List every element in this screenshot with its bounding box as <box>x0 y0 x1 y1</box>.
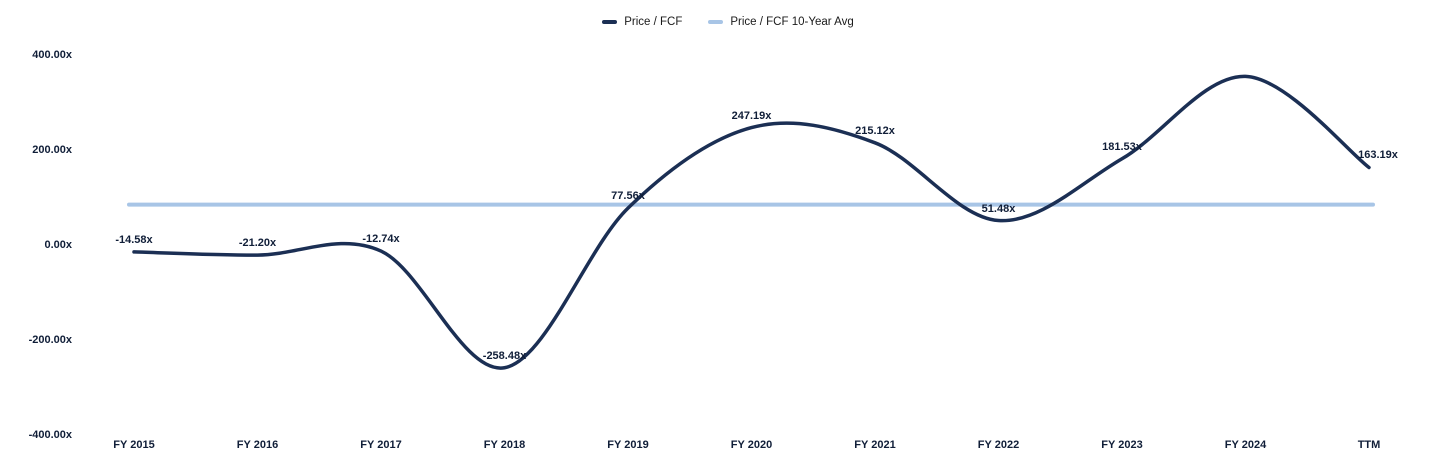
y-tick-label: 400.00x <box>32 49 72 61</box>
x-tick-label: FY 2019 <box>607 439 649 451</box>
data-label: 163.19x <box>1358 149 1398 162</box>
data-label: 77.56x <box>611 190 645 203</box>
x-tick-label: FY 2022 <box>977 439 1020 451</box>
y-tick-label: -400.00x <box>28 429 72 441</box>
data-label: 51.48x <box>981 202 1016 215</box>
x-tick-label: FY 2017 <box>360 439 402 451</box>
price-fcf-line <box>132 74 1371 370</box>
x-tick-label: FY 2023 <box>1101 439 1143 451</box>
x-tick-label: FY 2016 <box>236 439 279 451</box>
data-label: -12.74x <box>362 233 400 246</box>
data-label: -14.58x <box>115 233 153 246</box>
x-tick-label: FY 2018 <box>483 439 526 451</box>
x-tick-label: TTM <box>1357 439 1381 451</box>
legend-label-price-fcf: Price / FCF <box>624 16 683 28</box>
legend: Price / FCF Price / FCF 10-Year Avg <box>0 16 1456 28</box>
data-label: 215.12x <box>855 124 895 137</box>
legend-item-price-fcf[interactable]: Price / FCF <box>602 16 682 28</box>
y-tick-label: 0.00x <box>44 239 72 251</box>
legend-item-price-fcf-avg[interactable]: Price / FCF 10-Year Avg <box>708 16 854 28</box>
data-label: -258.48x <box>482 349 527 362</box>
data-label: -21.20x <box>238 237 277 250</box>
x-tick-label: FY 2015 <box>113 439 155 451</box>
y-tick-label: 200.00x <box>32 144 72 156</box>
x-tick-label: FY 2024 <box>1224 439 1267 451</box>
y-tick-label: -200.00x <box>28 334 72 346</box>
price-fcf-avg-line-swatch-icon <box>708 20 724 24</box>
legend-label-price-fcf-avg: Price / FCF 10-Year Avg <box>730 16 854 28</box>
x-tick-label: FY 2021 <box>854 439 896 451</box>
x-tick-label: FY 2020 <box>730 439 773 451</box>
price-fcf-line-swatch-icon <box>602 20 618 24</box>
data-label: 181.53x <box>1102 140 1142 153</box>
data-label: 247.19x <box>731 109 772 122</box>
